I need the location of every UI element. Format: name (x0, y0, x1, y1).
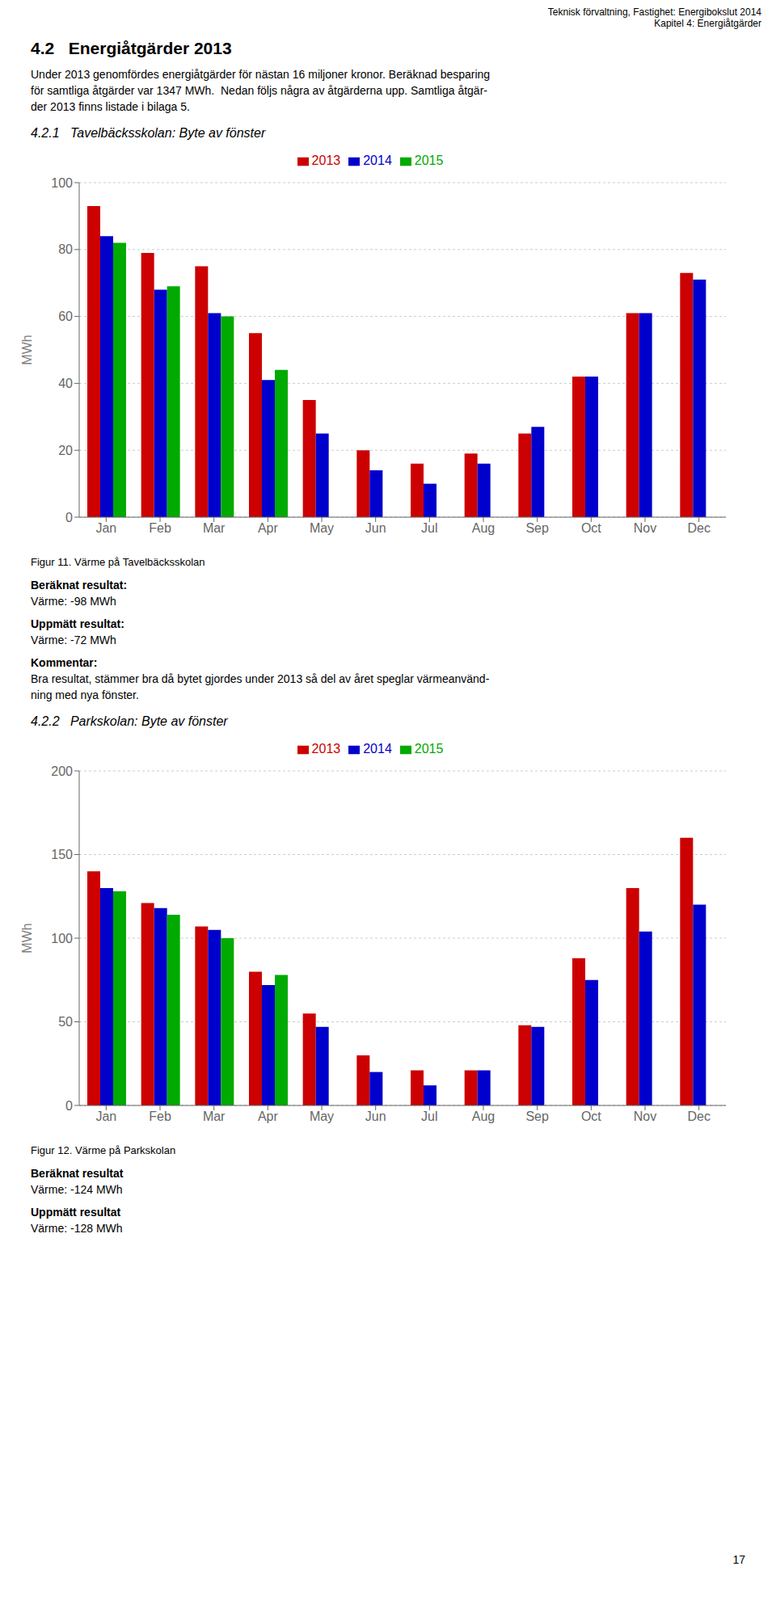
svg-text:100: 100 (50, 932, 73, 946)
svg-text:Mar: Mar (202, 521, 226, 536)
html-text:4.2.1 Tavelbäcksskolan: Byte a: 4.2.1 Tavelbäcksskolan: Byte av fönster (30, 126, 266, 140)
html-text:Figur 12. Värme på Parkskolan: Figur 12. Värme på Parkskolan (30, 1144, 176, 1157)
svg-text:Jul: Jul (421, 1109, 438, 1124)
svg-text:Jul: Jul (421, 521, 438, 536)
html-text:Kommentar:: Kommentar: (30, 656, 98, 670)
html-text:Teknisk förvaltning, Fastighet: Teknisk förvaltning, Fastighet: Energibo… (547, 6, 762, 18)
svg-text:May: May (309, 1109, 334, 1124)
svg-text:Sep: Sep (525, 1109, 549, 1124)
html-text:Under 2013 genomfördes energiå: Under 2013 genomfördes energiåtgärder fö… (30, 67, 490, 81)
html-text:Beräknat resultat: Beräknat resultat (30, 1167, 124, 1181)
html-text:Värme: -124 MWh: Värme: -124 MWh (30, 1183, 123, 1197)
html-text:2015: 2015 (414, 153, 444, 168)
html-text:Uppmätt resultat: Uppmätt resultat (30, 1206, 121, 1219)
svg-text:May: May (309, 521, 334, 536)
svg-text:Nov: Nov (633, 1109, 657, 1124)
html-text:Figur 11. Värme på Tavelbäckss: Figur 11. Värme på Tavelbäcksskolan (30, 556, 205, 569)
svg-text:Jan: Jan (95, 1109, 117, 1124)
html-text:der 2013 finns listade i bilag: der 2013 finns listade i bilaga 5. (30, 100, 190, 114)
svg-text:MWh: MWh (20, 923, 34, 954)
svg-text:Nov: Nov (633, 521, 657, 536)
svg-text:40: 40 (58, 376, 73, 391)
svg-text:Jun: Jun (365, 521, 387, 536)
html-text:2014: 2014 (363, 742, 392, 756)
svg-text:MWh: MWh (20, 334, 34, 365)
svg-text:Dec: Dec (687, 1109, 710, 1124)
svg-text:Jun: Jun (365, 1109, 387, 1124)
html-text:Uppmätt resultat:: Uppmätt resultat: (30, 617, 125, 631)
svg-text:Apr: Apr (257, 521, 279, 536)
svg-text:150: 150 (50, 847, 73, 862)
html-text:för samtliga åtgärder var 1347: för samtliga åtgärder var 1347 MWh. Neda… (30, 84, 488, 97)
html-text:Kapitel 4: Energiåtgärder: Kapitel 4: Energiåtgärder (654, 17, 762, 30)
html-text:Värme: -98 MWh: Värme: -98 MWh (30, 594, 117, 608)
svg-text:0: 0 (65, 1099, 73, 1114)
svg-text:Aug: Aug (472, 521, 495, 536)
html-text:Värme: -128 MWh: Värme: -128 MWh (30, 1222, 123, 1236)
html-text:Bra resultat, stämmer bra då b: Bra resultat, stämmer bra då bytet gjord… (30, 672, 490, 686)
html-text:ning med nya fönster.: ning med nya fönster. (30, 688, 139, 702)
svg-text:Aug: Aug (472, 1109, 495, 1124)
svg-text:60: 60 (58, 309, 73, 324)
svg-text:Oct: Oct (581, 521, 602, 536)
svg-text:80: 80 (58, 242, 73, 257)
svg-text:200: 200 (50, 764, 73, 779)
html-text:2015: 2015 (414, 742, 444, 756)
html-text:2014: 2014 (363, 153, 392, 168)
svg-text:100: 100 (50, 176, 73, 190)
html-text:Värme: -72 MWh: Värme: -72 MWh (30, 633, 117, 647)
html-text:4.2 Energiåtgärder 2013: 4.2 Energiåtgärder 2013 (30, 38, 232, 58)
svg-text:20: 20 (58, 443, 73, 458)
svg-text:50: 50 (58, 1015, 73, 1030)
svg-text:Feb: Feb (148, 521, 172, 536)
html-text:17: 17 (732, 1553, 746, 1567)
svg-text:0: 0 (65, 510, 73, 525)
svg-text:Mar: Mar (202, 1109, 226, 1124)
svg-text:Oct: Oct (581, 1109, 602, 1124)
svg-text:Apr: Apr (257, 1109, 279, 1124)
html-text:2013: 2013 (311, 742, 341, 756)
svg-text:Feb: Feb (148, 1109, 172, 1124)
html-text:Beräknat resultat:: Beräknat resultat: (30, 578, 127, 592)
svg-text:Jan: Jan (95, 521, 117, 536)
svg-text:Sep: Sep (525, 521, 549, 536)
html-text:2013: 2013 (311, 153, 341, 168)
html-text:4.2.2 Parkskolan: Byte av föns: 4.2.2 Parkskolan: Byte av fönster (30, 714, 228, 729)
svg-text:Dec: Dec (687, 521, 710, 536)
